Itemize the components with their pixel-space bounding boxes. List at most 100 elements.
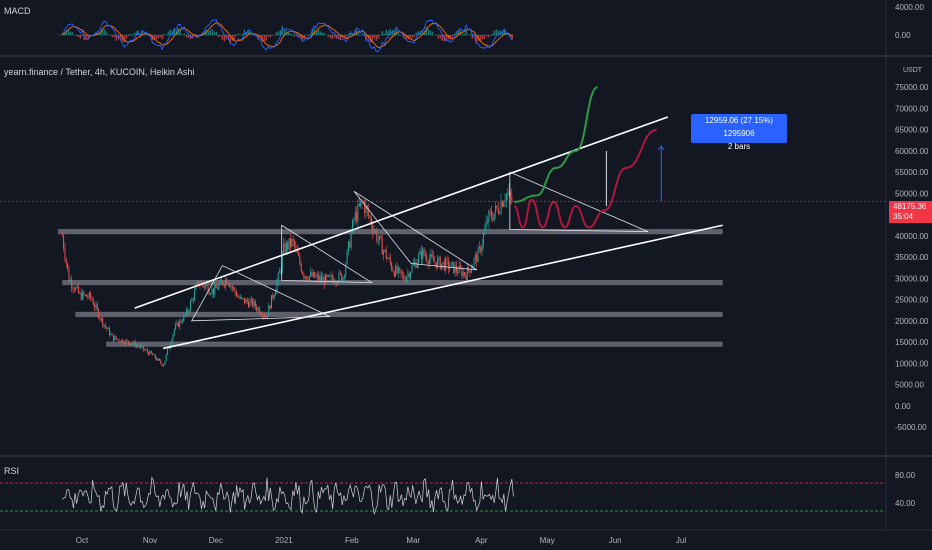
candle-body — [329, 275, 331, 277]
candle-body — [131, 343, 133, 345]
candle-body — [192, 298, 194, 300]
candle-body — [393, 271, 395, 277]
candle-body — [482, 234, 484, 245]
candle-body — [126, 340, 128, 342]
candle-body — [88, 292, 90, 298]
bearish-projection — [513, 128, 658, 229]
candle-body — [384, 249, 386, 251]
candle-body — [414, 262, 416, 264]
candle-body — [450, 262, 452, 268]
candle-body — [239, 297, 241, 299]
candle-body — [64, 248, 66, 260]
candle-body — [400, 269, 402, 274]
macd-histogram-bar — [335, 35, 337, 39]
candle-body — [146, 349, 148, 353]
macd-histogram-bar — [307, 35, 309, 37]
macd-histogram-bar — [117, 35, 119, 40]
candle-body — [233, 287, 235, 289]
candle-body — [381, 238, 383, 255]
candle-body — [136, 345, 138, 347]
candle-body — [318, 274, 320, 281]
macd-histogram-bar — [381, 31, 383, 35]
macd-histogram-bar — [343, 35, 345, 38]
candle-body — [69, 280, 71, 282]
candle-body — [79, 292, 81, 294]
candle-body — [505, 194, 507, 201]
candle-body — [401, 273, 403, 275]
macd-histogram-bar — [475, 35, 477, 43]
candle-body — [312, 272, 314, 277]
candle-body — [212, 288, 214, 295]
candle-body — [392, 269, 394, 272]
macd-histogram-bar — [77, 35, 79, 37]
candle-body — [403, 274, 405, 280]
macd-histogram-bar — [279, 30, 281, 35]
macd-histogram-bar — [225, 35, 227, 40]
candle-body — [96, 304, 98, 310]
candle-body — [428, 258, 430, 264]
macd-histogram-bar — [511, 35, 513, 40]
macd-histogram-bar — [223, 35, 225, 42]
candle-body — [415, 262, 417, 268]
candle-body — [376, 230, 378, 241]
support-zone — [57, 229, 723, 235]
candle-body — [387, 258, 389, 260]
time-tick-label: Jun — [609, 536, 622, 545]
candle-body — [144, 349, 146, 351]
candle-body — [195, 285, 197, 291]
candle-body — [222, 281, 224, 285]
rsi-tick-label: 40.00 — [895, 499, 916, 508]
candle-body — [115, 336, 117, 339]
macd-histogram-bar — [389, 28, 391, 35]
price-tick-label: 75000.00 — [895, 83, 929, 92]
candle-body — [419, 250, 421, 255]
candle-body — [377, 239, 379, 241]
measure-tool-label[interactable]: 12959.06 (27.15%) 1295906 2 bars — [691, 114, 787, 151]
currency-label: USDT — [903, 67, 923, 74]
macd-histogram-bar — [265, 35, 267, 41]
macd-histogram-bar — [121, 35, 123, 42]
macd-histogram-bar — [445, 35, 447, 42]
candle-body — [464, 272, 466, 276]
candle-body — [447, 260, 449, 269]
candle-body — [275, 291, 277, 296]
macd-tick-label: 4000.00 — [895, 3, 924, 12]
time-tick-label: Oct — [76, 536, 89, 545]
macd-histogram-bar — [75, 35, 77, 36]
macd-line — [61, 19, 513, 52]
horizontal-support-zones — [57, 229, 723, 347]
price-tick-label: 0.00 — [895, 402, 911, 411]
candle-body — [172, 334, 174, 341]
candle-body — [281, 254, 283, 271]
macd-histogram-bar — [387, 30, 389, 35]
candle-body — [310, 272, 312, 276]
support-zone — [75, 311, 723, 318]
candle-body — [424, 254, 426, 257]
macd-histogram-bar — [283, 28, 285, 35]
candle-body — [100, 318, 102, 320]
candle-body — [350, 232, 352, 248]
time-tick-label: Jul — [676, 536, 686, 545]
candle-body — [249, 300, 251, 307]
candle-body — [133, 341, 135, 344]
candle-body — [508, 191, 510, 195]
candle-body — [477, 248, 479, 263]
macd-histogram-bar — [87, 35, 89, 39]
support-zone — [106, 341, 723, 347]
candle-body — [406, 277, 408, 283]
candle-body — [149, 351, 151, 355]
candle-body — [320, 276, 322, 281]
candle-body — [361, 201, 363, 203]
macd-histogram-bar — [247, 30, 249, 35]
candle-body — [360, 201, 362, 206]
candle-body — [273, 295, 275, 299]
macd-histogram-bar — [129, 34, 131, 35]
macd-histogram-bar — [413, 35, 415, 38]
candle-body — [260, 313, 262, 315]
candle-body — [507, 194, 509, 196]
macd-histogram-bar — [101, 28, 103, 35]
price-tick-label: 20000.00 — [895, 317, 929, 326]
triangle-pattern — [353, 190, 478, 271]
candle-body — [388, 257, 390, 259]
